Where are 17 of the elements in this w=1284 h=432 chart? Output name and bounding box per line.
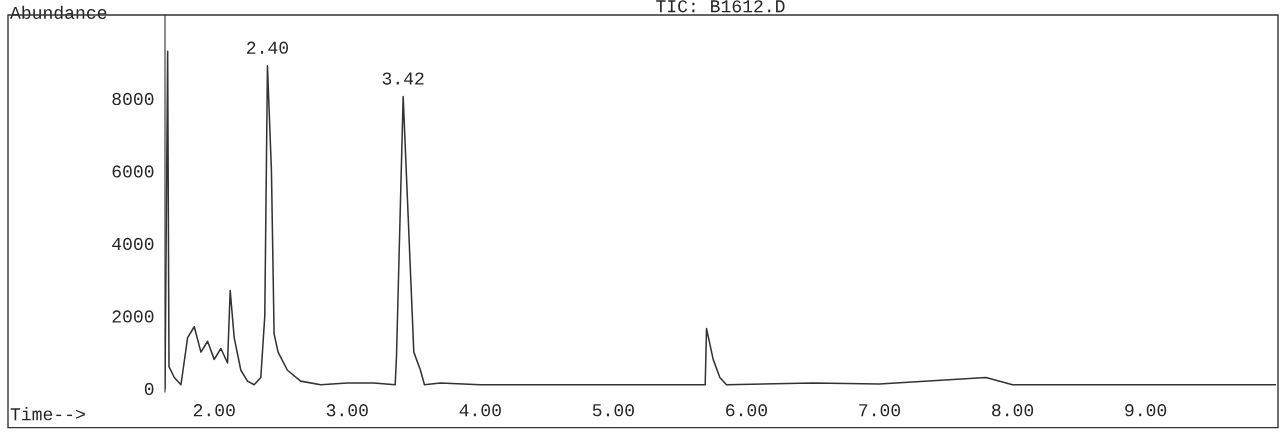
- x-tick-label: 3.00: [326, 404, 368, 417]
- x-tick-label: 5.00: [592, 404, 634, 417]
- x-tick-label: 8.00: [992, 404, 1034, 417]
- x-axis-title: Time-->: [10, 407, 85, 421]
- annotation: 3.42: [382, 72, 424, 85]
- y-tick-label: 4000: [112, 237, 154, 251]
- y-tick-label: 6000: [112, 165, 154, 178]
- x-tick-label: 4.00: [459, 404, 501, 417]
- x-tick-label: 7.00: [859, 404, 901, 417]
- y-tick-label: 8000: [112, 92, 154, 106]
- chart-title: TIC: B1612.D: [656, 0, 785, 13]
- y-tick-label: 0: [144, 382, 154, 396]
- x-tick-label: 6.00: [726, 404, 767, 417]
- y-tick-label: 2000: [112, 310, 154, 323]
- annotation: 2.40: [247, 41, 289, 54]
- x-tick-label: 2.00: [193, 404, 235, 417]
- x-tick-label: 9.00: [1125, 404, 1167, 417]
